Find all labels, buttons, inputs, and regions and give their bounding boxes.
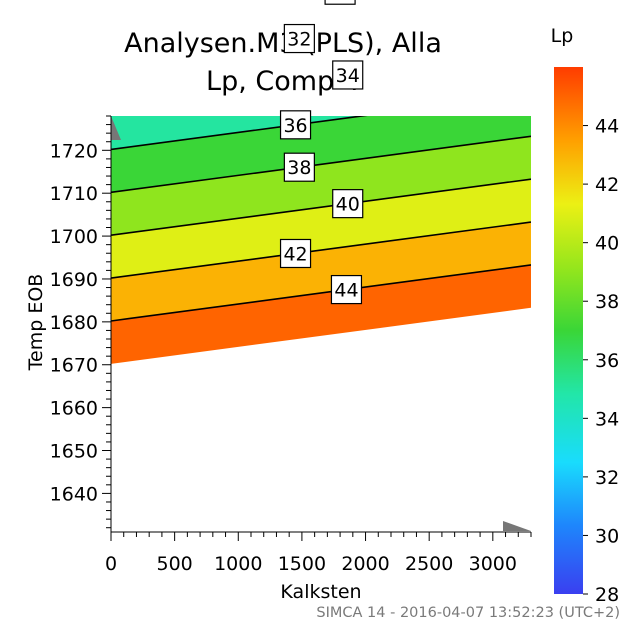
contour-line-30 — [111, 0, 531, 21]
y-tick-label: 1720 — [50, 140, 98, 162]
colorbar: 28 30 32 34 36 38 40 42 44 — [554, 67, 619, 606]
x-tick-label: 2000 — [341, 553, 389, 575]
colorbar-tick-label: 32 — [595, 467, 619, 489]
x-tick-label: 3000 — [469, 553, 517, 575]
y-tick-label: 1710 — [50, 183, 98, 205]
contour-line-42 — [111, 221, 531, 279]
colorbar-tick-label: 28 — [595, 584, 619, 606]
x-direction-arrow-icon — [503, 521, 531, 531]
x-axis: 0 500 1000 1500 2000 2500 3000 — [105, 531, 532, 575]
plot-area — [111, 0, 531, 531]
y-axis: 1640 1650 1660 1670 1680 1690 1700 1710 1720 — [50, 115, 112, 532]
colorbar-tick-label: 34 — [595, 408, 619, 430]
colorbar-tick-label: 44 — [595, 116, 619, 138]
contour-band-40-42 — [111, 179, 531, 279]
contour-label-36: 36 — [283, 115, 307, 137]
colorbar-tick-label: 30 — [595, 525, 619, 547]
contour-label-32: 32 — [287, 29, 311, 51]
contour-band-38-40 — [111, 136, 531, 236]
x-tick-label: 1500 — [278, 553, 326, 575]
y-tick-label: 1660 — [50, 398, 98, 420]
y-tick-label: 1680 — [50, 312, 98, 334]
chart-title: Analysen.M3 (PLS), Alla — [124, 28, 442, 59]
y-direction-arrow-icon — [111, 116, 121, 140]
contour-label-44: 44 — [334, 280, 358, 302]
contour-band-36-38 — [111, 116, 531, 193]
contour-label-42: 42 — [283, 243, 307, 265]
contour-label-box-38 — [283, 152, 315, 182]
x-axis-label: Kalksten — [280, 581, 361, 603]
y-tick-label: 1650 — [50, 441, 98, 463]
contour-labels: 30 32 34 36 38 40 42 44 — [279, 0, 364, 305]
colorbar-tick-label: 40 — [595, 233, 619, 255]
footer-timestamp: SIMCA 14 - 2016-04-07 13:52:23 (UTC+2) — [316, 605, 620, 621]
contour-band-28-30 — [111, 0, 531, 21]
contour-line-36 — [111, 116, 368, 151]
contour-label-38: 38 — [287, 157, 311, 179]
contour-label-box-40 — [332, 189, 364, 219]
colorbar-label: Lp — [551, 25, 574, 47]
contour-line-44 — [111, 264, 531, 322]
contour-line-38 — [111, 135, 531, 194]
contour-label-box-34 — [332, 60, 364, 90]
y-tick-label: 1670 — [50, 355, 98, 377]
contour-label-34: 34 — [336, 65, 360, 87]
x-tick-label: 1000 — [214, 553, 262, 575]
colorbar-tick-label: 36 — [595, 350, 619, 372]
contour-label-40: 40 — [336, 194, 360, 216]
contour-label-box-44 — [330, 274, 363, 305]
colorbar-gradient — [554, 67, 583, 594]
colorbar-tick-label: 42 — [595, 174, 619, 196]
x-tick-label: 2500 — [405, 553, 453, 575]
contour-label-box-30 — [324, 0, 356, 5]
y-tick-label: 1640 — [50, 483, 98, 505]
contour-line-40 — [111, 178, 531, 237]
contour-band-44-46 — [111, 265, 531, 364]
contour-label-30: 30 — [328, 0, 352, 2]
y-axis-label: Temp EOB — [25, 274, 47, 372]
contour-band-42-44 — [111, 222, 531, 321]
x-tick-label: 500 — [157, 553, 193, 575]
colorbar-tick-label: 38 — [595, 291, 619, 313]
contour-label-box-42 — [279, 238, 312, 269]
contour-label-box-32 — [283, 23, 315, 54]
y-tick-label: 1700 — [50, 226, 98, 248]
y-tick-label: 1690 — [50, 269, 98, 291]
contour-label-box-36 — [279, 110, 312, 140]
x-tick-label: 0 — [105, 553, 117, 575]
